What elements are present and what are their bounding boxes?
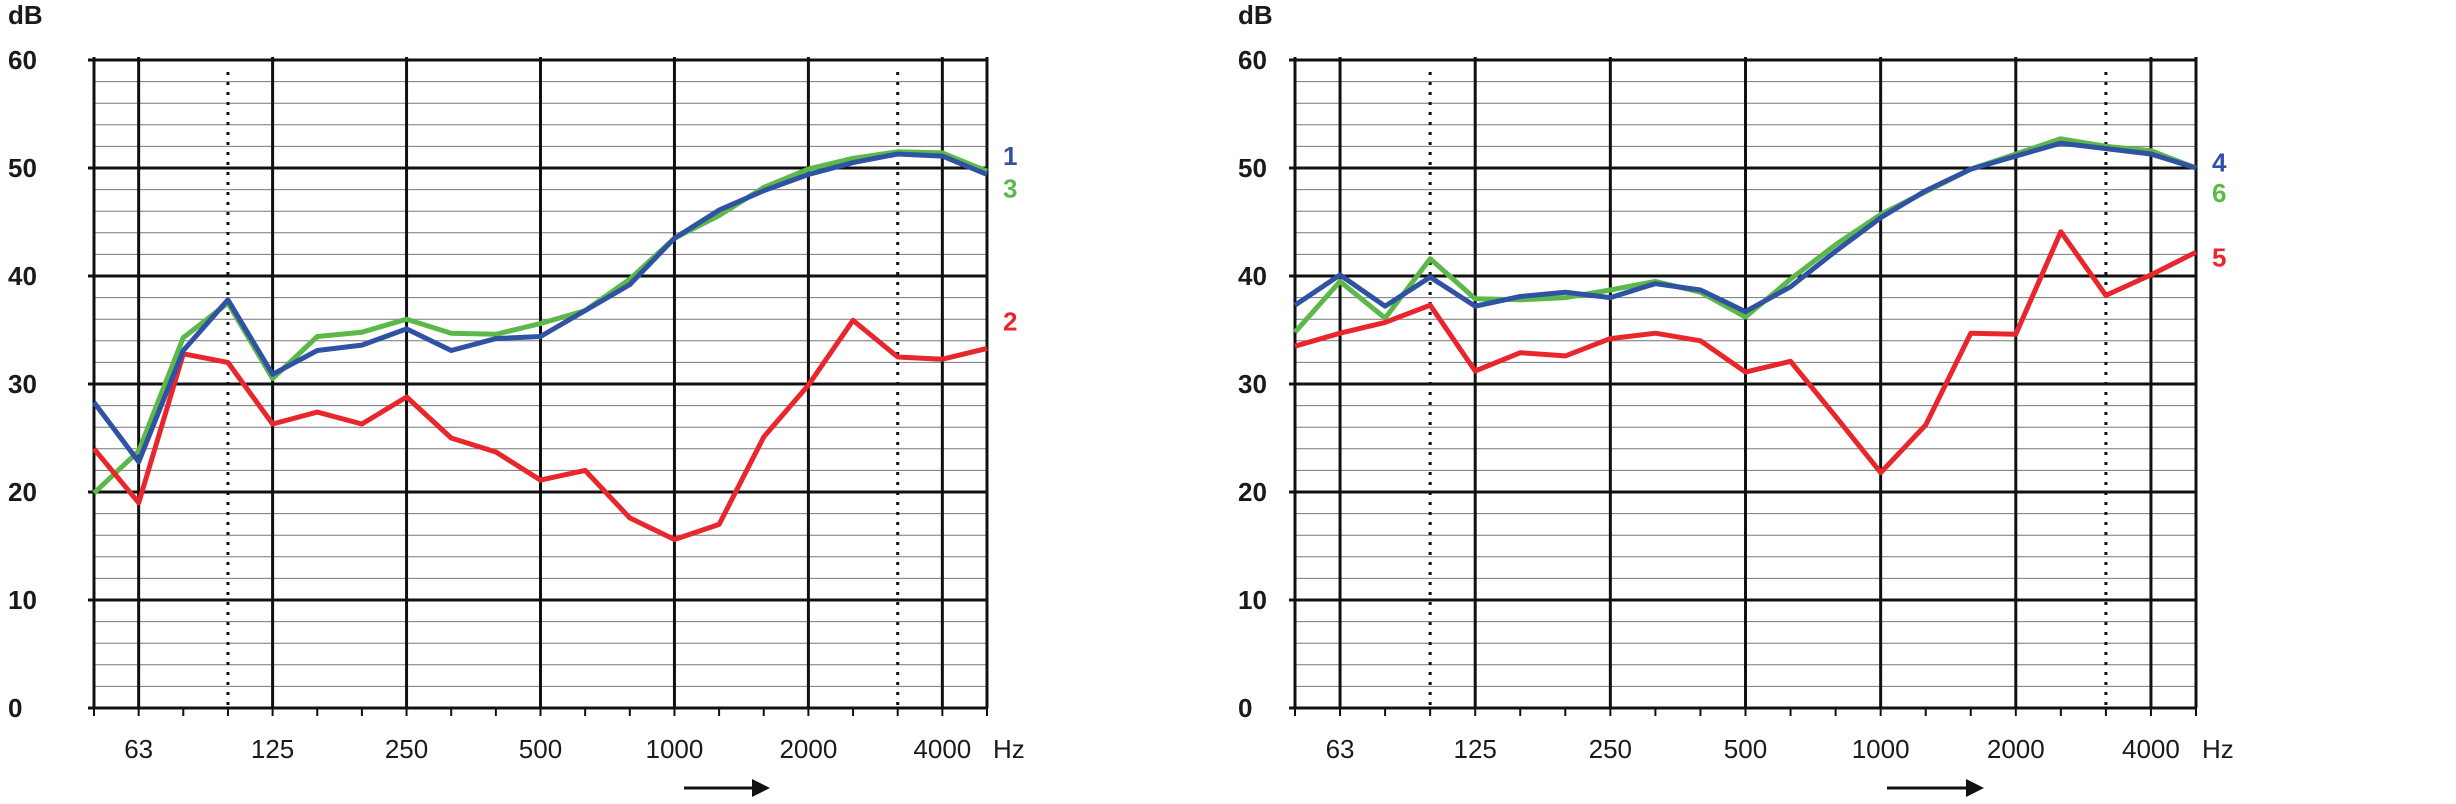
y-tick-label: 60 — [1238, 45, 1267, 75]
x-tick-label: 250 — [385, 734, 428, 764]
x-tick-label: 1000 — [646, 734, 704, 764]
y-tick-label: 20 — [8, 477, 37, 507]
arrow-right-icon — [752, 779, 770, 797]
series-label-4: 4 — [2212, 148, 2227, 178]
x-tick-label: 125 — [251, 734, 294, 764]
y-axis-label: dB — [1238, 0, 1273, 30]
series-label-1: 1 — [1003, 141, 1017, 171]
y-tick-label: 40 — [8, 261, 37, 291]
x-tick-label: 500 — [1724, 734, 1767, 764]
x-axis-unit: Hz — [2202, 734, 2234, 764]
y-tick-label: 40 — [1238, 261, 1267, 291]
chart-1: 0 10 20 30 40 50 60 dB 63 125 250 500 1000 2000 4000 Hz… — [8, 0, 1025, 797]
y-tick-label: 10 — [8, 585, 37, 615]
x-tick-label: 500 — [519, 734, 562, 764]
y-tick-label: 0 — [1238, 693, 1252, 723]
y-axis-label: dB — [8, 0, 43, 30]
y-tick-label: 50 — [1238, 153, 1267, 183]
y-tick-label: 60 — [8, 45, 37, 75]
x-tick-label: 2000 — [779, 734, 837, 764]
y-tick-label: 20 — [1238, 477, 1267, 507]
series-label-3: 3 — [1003, 173, 1017, 203]
y-tick-label: 10 — [1238, 585, 1267, 615]
series-label-5: 5 — [2212, 243, 2226, 273]
x-axis-unit: Hz — [993, 734, 1025, 764]
x-tick-label: 250 — [1589, 734, 1632, 764]
series-label-6: 6 — [2212, 178, 2226, 208]
x-tick-label: 1000 — [1852, 734, 1910, 764]
y-tick-label: 0 — [8, 693, 22, 723]
series-label-2: 2 — [1003, 306, 1017, 336]
arrow-right-icon — [1966, 779, 1984, 797]
chart-2: 0 10 20 30 40 50 60 dB 63 125 250 500 1000 2000 4000 Hz… — [1238, 0, 2234, 797]
x-tick-label: 4000 — [913, 734, 971, 764]
x-tick-label: 63 — [124, 734, 153, 764]
y-tick-label: 30 — [8, 369, 37, 399]
y-tick-label: 50 — [8, 153, 37, 183]
x-tick-label: 125 — [1454, 734, 1497, 764]
x-tick-label: 2000 — [1987, 734, 2045, 764]
x-tick-label: 4000 — [2122, 734, 2180, 764]
y-tick-label: 30 — [1238, 369, 1267, 399]
x-tick-label: 63 — [1326, 734, 1355, 764]
